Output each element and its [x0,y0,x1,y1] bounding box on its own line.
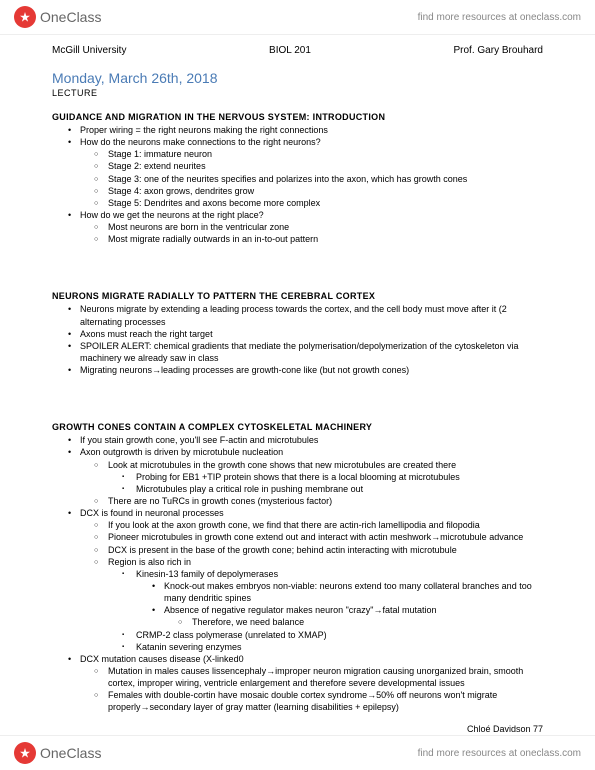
brand-name: OneClass [40,9,101,25]
list-item: Stage 5: Dendrites and axons become more… [80,197,543,209]
list-item: How do the neurons make connections to t… [52,136,543,209]
list-item: Knock-out makes embryos non-viable: neur… [136,580,543,604]
list-item: Proper wiring = the right neurons making… [52,124,543,136]
list-item: If you stain growth cone, you'll see F-a… [52,434,543,446]
course-code: BIOL 201 [269,45,311,56]
professor-name: Prof. Gary Brouhard [454,45,543,56]
list-item: Kinesin-13 family of depolymerases Knock-… [108,568,543,629]
author-footer: Chloé Davidson 77 [467,724,543,734]
list-item-text: Kinesin-13 family of depolymerases [136,569,278,579]
list-item-text: Stage 4: axon grows, dendrites grow [108,186,254,196]
list-item: Pioneer microtubules in growth cone exte… [80,531,543,543]
list-item: Females with double-cortin have mosaic d… [80,689,543,713]
list-item-text: Migrating neurons→leading processes are … [80,365,409,375]
lecture-label: LECTURE [0,86,595,106]
lecture-date: Monday, March 26th, 2018 [0,60,595,86]
list-item-text: SPOILER ALERT: chemical gradients that m… [80,341,519,363]
list-item-text: Probing for EB1 +TIP protein shows that … [136,472,460,482]
list-item-text: Katanin severing enzymes [136,642,242,652]
list-item: Microtubules play a critical role in pus… [108,483,543,495]
list-item-text: Proper wiring = the right neurons making… [80,125,328,135]
list-item: If you look at the axon growth cone, we … [80,519,543,531]
list-item: Most neurons are born in the ventricular… [80,221,543,233]
find-more-link-footer[interactable]: find more resources at oneclass.com [418,748,581,759]
list-item: DCX is present in the base of the growth… [80,544,543,556]
list-item: Absence of negative regulator makes neur… [136,604,543,628]
list-item-text: Microtubules play a critical role in pus… [136,484,363,494]
list-item-text: Knock-out makes embryos non-viable: neur… [164,581,532,603]
list-item-text: If you look at the axon growth cone, we … [108,520,480,530]
list-item-text: Axons must reach the right target [80,329,213,339]
list-item: Stage 4: axon grows, dendrites grow [80,185,543,197]
section-title: GUIDANCE AND MIGRATION IN THE NERVOUS SY… [0,106,595,124]
section-content: If you stain growth cone, you'll see F-a… [0,434,595,753]
list-item-text: Absence of negative regulator makes neur… [164,605,437,615]
section-content: Proper wiring = the right neurons making… [0,124,595,285]
list-item-text: Stage 5: Dendrites and axons become more… [108,198,320,208]
list-item-text: Region is also rich in [108,557,191,567]
brand-footer: OneClass find more resources at oneclass… [0,735,595,770]
list-item-text: How do the neurons make connections to t… [80,137,321,147]
brand-logo: OneClass [14,6,101,28]
list-item-text: Most neurons are born in the ventricular… [108,222,289,232]
list-item-text: There are no TuRCs in growth cones (myst… [108,496,332,506]
list-item: Axon outgrowth is driven by microtubule … [52,446,543,507]
page-header: McGill University BIOL 201 Prof. Gary Br… [0,35,595,60]
find-more-link[interactable]: find more resources at oneclass.com [418,12,581,23]
list-item: Region is also rich inKinesin-13 family … [80,556,543,653]
list-item: How do we get the neurons at the right p… [52,209,543,245]
list-item: Look at microtubules in the growth cone … [80,459,543,495]
list-item: Axons must reach the right target [52,328,543,340]
list-item-text: DCX is present in the base of the growth… [108,545,457,555]
list-item: DCX mutation causes disease (X-linked0 Mu… [52,653,543,714]
list-item-text: Mutation in males causes lissencephaly→i… [108,666,523,688]
list-item-text: DCX is found in neuronal processes [80,508,224,518]
university-name: McGill University [52,45,126,56]
logo-icon [14,6,36,28]
list-item-text: Stage 3: one of the neurites specifies a… [108,174,467,184]
section-content: Neurons migrate by extending a leading p… [0,303,595,416]
list-item: SPOILER ALERT: chemical gradients that m… [52,340,543,364]
list-item: Migrating neurons→leading processes are … [52,364,543,376]
brand-header: OneClass find more resources at oneclass… [0,0,595,35]
list-item-text: Stage 2: extend neurites [108,161,206,171]
list-item-text: Therefore, we need balance [192,617,304,627]
list-item: Stage 1: immature neuron [80,148,543,160]
list-item: Most migrate radially outwards in an in-… [80,233,543,245]
list-item: Stage 3: one of the neurites specifies a… [80,173,543,185]
brand-logo-footer: OneClass [14,742,101,764]
list-item-text: Most migrate radially outwards in an in-… [108,234,318,244]
brand-name: OneClass [40,745,101,761]
list-item-text: If you stain growth cone, you'll see F-a… [80,435,318,445]
list-item: Neurons migrate by extending a leading p… [52,303,543,327]
section-title: NEURONS MIGRATE RADIALLY TO PATTERN THE … [0,285,595,303]
list-item-text: Stage 1: immature neuron [108,149,212,159]
list-item: Therefore, we need balance [164,616,543,628]
list-item-text: CRMP-2 class polymerase (unrelated to XM… [136,630,327,640]
list-item-text: How do we get the neurons at the right p… [80,210,264,220]
list-item: Mutation in males causes lissencephaly→i… [80,665,543,689]
list-item: Stage 2: extend neurites [80,160,543,172]
list-item-text: Look at microtubules in the growth cone … [108,460,456,470]
list-item-text: Axon outgrowth is driven by microtubule … [80,447,283,457]
section-title: GROWTH CONES CONTAIN A COMPLEX CYTOSKELE… [0,416,595,434]
list-item-text: DCX mutation causes disease (X-linked0 [80,654,244,664]
list-item: DCX is found in neuronal processes If you… [52,507,543,653]
list-item: There are no TuRCs in growth cones (myst… [80,495,543,507]
list-item: CRMP-2 class polymerase (unrelated to XM… [108,629,543,641]
list-item-text: Pioneer microtubules in growth cone exte… [108,532,523,542]
list-item-text: Females with double-cortin have mosaic d… [108,690,497,712]
list-item: Probing for EB1 +TIP protein shows that … [108,471,543,483]
logo-icon [14,742,36,764]
list-item: Katanin severing enzymes [108,641,543,653]
list-item-text: Neurons migrate by extending a leading p… [80,304,507,326]
